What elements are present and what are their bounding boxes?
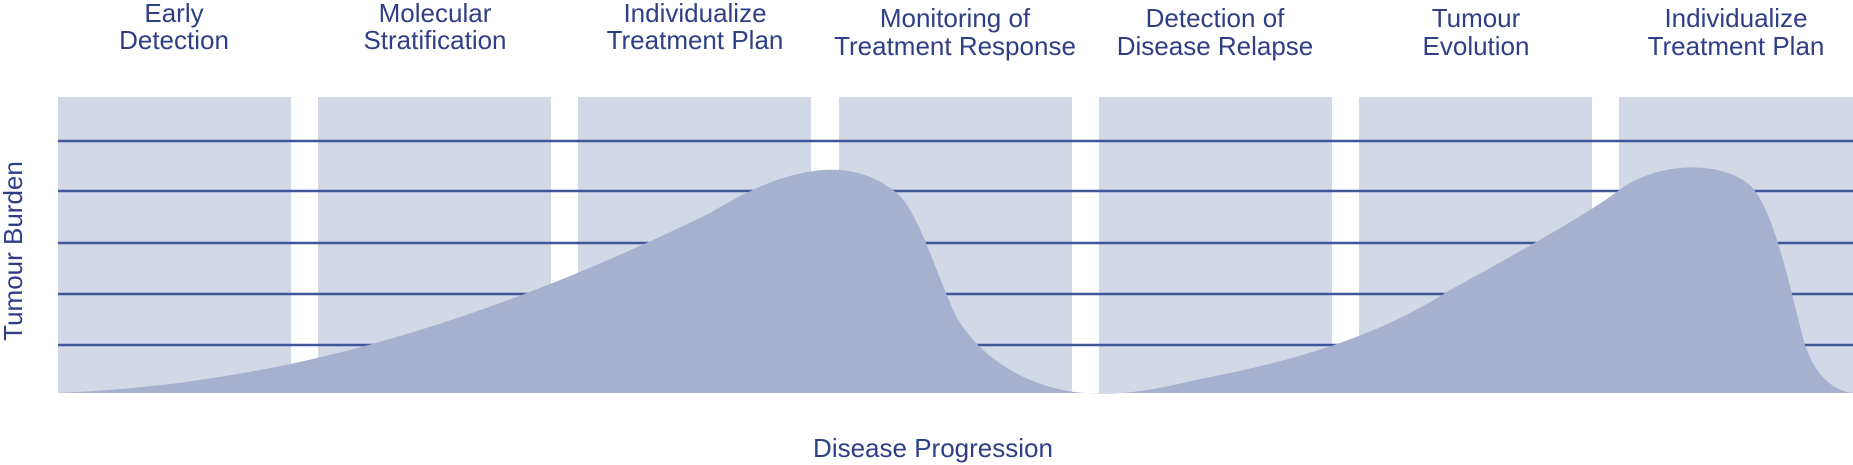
stage-panel-early-detection [58, 97, 291, 393]
stage-label-line2: Treatment Response [834, 31, 1076, 61]
stage-label-line1: Detection of [1146, 3, 1286, 33]
y-axis-label: Tumour Burden [0, 161, 28, 341]
stage-label-line1: Molecular [379, 0, 492, 28]
stage-labels: Early Detection Molecular Stratification Ind… [119, 0, 1824, 61]
stage-label: Tumour Evolution [1423, 3, 1530, 61]
stage-label-line2: Treatment Plan [607, 25, 784, 55]
stage-label-line2: Evolution [1423, 31, 1530, 61]
stage-label-line2: Detection [119, 25, 229, 55]
stage-label: Monitoring of Treatment Response [834, 3, 1076, 61]
tumour-burden-curve [58, 167, 1853, 394]
stage-label: Early Detection [119, 0, 229, 55]
stage-label-line1: Tumour [1432, 3, 1521, 33]
x-axis-label: Disease Progression [813, 433, 1053, 463]
stage-label: Individualize Treatment Plan [1648, 3, 1825, 61]
stage-label: Detection of Disease Relapse [1117, 3, 1314, 61]
stage-label: Molecular Stratification [363, 0, 506, 55]
stage-label-line1: Individualize [623, 0, 766, 28]
stage-label-line2: Treatment Plan [1648, 31, 1825, 61]
stage-panel-detection-disease-relapse [1099, 97, 1332, 393]
stage-label-line2: Disease Relapse [1117, 31, 1314, 61]
stage-label: Individualize Treatment Plan [607, 0, 784, 55]
stage-label-line1: Individualize [1664, 3, 1807, 33]
stage-label-line1: Early [144, 0, 203, 28]
stage-label-line2: Stratification [363, 25, 506, 55]
stage-label-line1: Monitoring of [880, 3, 1031, 33]
